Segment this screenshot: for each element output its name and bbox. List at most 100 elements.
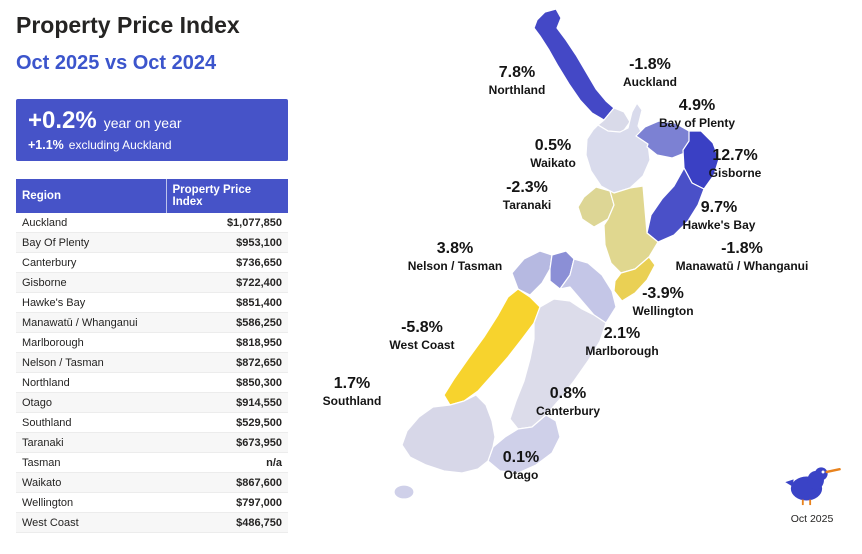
table-row[interactable]: Auckland $1,077,850: [16, 213, 288, 234]
value-cell: n/a: [166, 452, 288, 474]
map-label-auckland: -1.8% Auckland: [623, 56, 677, 89]
logo-block: Oct 2025: [778, 460, 846, 525]
report-date: Oct 2025: [790, 513, 834, 525]
map-label-hawkes-bay: 9.7% Hawke's Bay: [683, 199, 756, 232]
region-cell: Waikato: [16, 472, 166, 494]
value-cell: $953,100: [166, 232, 288, 254]
map-region-northland[interactable]: [533, 8, 615, 121]
table-row[interactable]: Tasman n/a: [16, 452, 288, 474]
map-label-waikato: 0.5% Waikato: [530, 137, 576, 170]
kpi-excl-value: +1.1%: [28, 138, 64, 153]
table-row[interactable]: Northland $850,300: [16, 372, 288, 394]
region-name: Gisborne: [708, 165, 762, 180]
page-subtitle: Oct 2025 vs Oct 2024: [16, 51, 217, 74]
table-row[interactable]: Southland $529,500: [16, 412, 288, 434]
kiwi-logo-icon: [785, 467, 841, 506]
yoy-value: -2.3%: [506, 179, 548, 196]
kpi-card: +0.2% year on year +1.1% excluding Auckl…: [16, 98, 288, 162]
table-row[interactable]: Marlborough $818,950: [16, 332, 288, 354]
yoy-value: 4.9%: [678, 97, 716, 114]
kpi-excluding-auckland: +1.1% excluding Auckland: [28, 138, 276, 152]
region-cell: Southland: [16, 412, 166, 434]
table-row[interactable]: Wellington $797,000: [16, 492, 288, 514]
region-cell: Tasman: [16, 452, 166, 474]
region-cell: Manawatū / Whanganui: [16, 312, 166, 334]
region-cell: Hawke's Bay: [16, 292, 166, 314]
yoy-value: 0.1%: [502, 449, 540, 466]
page-title: Property Price Index: [16, 12, 240, 38]
region-name: Wellington: [632, 303, 694, 318]
map-region-tasman[interactable]: [511, 250, 553, 296]
price-index-table: Region Property Price Index Auckland $1,0…: [16, 179, 288, 534]
region-cell: Northland: [16, 372, 166, 394]
value-cell: $673,950: [166, 432, 288, 454]
yoy-value: 1.7%: [333, 375, 371, 392]
column-header-price-index[interactable]: Property Price Index: [166, 179, 288, 214]
table-row[interactable]: Waikato $867,600: [16, 472, 288, 494]
map-label-marlborough: 2.1% Marlborough: [585, 325, 658, 358]
map-label-west-coast: -5.8% West Coast: [389, 319, 454, 352]
table-row[interactable]: Canterbury $736,650: [16, 252, 288, 274]
map-region-canterbury[interactable]: [509, 298, 607, 430]
map-label-canterbury: 0.8% Canterbury: [536, 385, 600, 418]
map-region-southland[interactable]: [401, 394, 496, 474]
table-row[interactable]: Bay Of Plenty $953,100: [16, 232, 288, 254]
table-row[interactable]: Taranaki $673,950: [16, 432, 288, 454]
map-label-otago: 0.1% Otago: [503, 449, 539, 482]
region-name: Nelson / Tasman: [407, 258, 503, 273]
table-row[interactable]: West Coast $486,750: [16, 512, 288, 534]
value-cell: $851,400: [166, 292, 288, 314]
kpi-yoy-label: year on year: [103, 114, 182, 131]
value-cell: $850,300: [166, 372, 288, 394]
map-region-stewart-island[interactable]: [393, 484, 415, 500]
region-name: West Coast: [389, 337, 455, 352]
value-cell: $1,077,850: [166, 213, 288, 234]
table-row[interactable]: Otago $914,550: [16, 392, 288, 414]
kpi-excl-label: excluding Auckland: [68, 138, 172, 153]
kpi-year-on-year: +0.2% year on year: [28, 107, 276, 136]
value-cell: $867,600: [166, 472, 288, 494]
map-label-manawatu-whanganui: -1.8% Manawatū / Whanganui: [676, 240, 809, 273]
table-row[interactable]: Hawke's Bay $851,400: [16, 292, 288, 314]
region-cell: Otago: [16, 392, 166, 414]
map-label-taranaki: -2.3% Taranaki: [503, 179, 551, 212]
table-row[interactable]: Gisborne $722,400: [16, 272, 288, 294]
region-cell: Canterbury: [16, 252, 166, 274]
region-cell: Wellington: [16, 492, 166, 514]
yoy-value: 2.1%: [603, 325, 641, 342]
map-region-hawkes-bay[interactable]: [646, 167, 705, 243]
yoy-value: 7.8%: [498, 64, 536, 81]
table-row[interactable]: Nelson / Tasman $872,650: [16, 352, 288, 374]
map-label-southland: 1.7% Southland: [323, 375, 382, 408]
region-name: Auckland: [622, 74, 678, 89]
region-cell: Gisborne: [16, 272, 166, 294]
map-label-gisborne: 12.7% Gisborne: [709, 147, 762, 180]
yoy-value: 0.5%: [534, 137, 572, 154]
map-label-bay-of-plenty: 4.9% Bay of Plenty: [659, 97, 735, 130]
map-label-wellington: -3.9% Wellington: [632, 285, 693, 318]
region-name: Otago: [503, 467, 539, 482]
kpi-yoy-value: +0.2%: [28, 106, 97, 134]
map-label-northland: 7.8% Northland: [489, 64, 546, 97]
region-cell: Taranaki: [16, 432, 166, 454]
region-name: Southland: [322, 393, 382, 408]
column-header-region[interactable]: Region: [16, 179, 167, 214]
map-region-waikato[interactable]: [585, 102, 651, 194]
value-cell: $722,400: [166, 272, 288, 294]
yoy-value: 3.8%: [436, 240, 474, 257]
yoy-value: 12.7%: [712, 147, 758, 164]
table-header-row: Region Property Price Index: [16, 179, 288, 214]
region-cell: Marlborough: [16, 332, 166, 354]
region-cell: Bay Of Plenty: [16, 232, 166, 254]
table-row[interactable]: Manawatū / Whanganui $586,250: [16, 312, 288, 334]
map-region-wellington[interactable]: [613, 256, 656, 302]
region-cell: Nelson / Tasman: [16, 352, 166, 374]
left-panel: Property Price Index Oct 2025 vs Oct 202…: [16, 12, 288, 534]
yoy-value: -1.8%: [629, 56, 671, 73]
value-cell: $586,250: [166, 312, 288, 334]
value-cell: $872,650: [166, 352, 288, 374]
region-name: Manawatū / Whanganui: [675, 258, 809, 273]
region-name: Taranaki: [502, 197, 552, 212]
